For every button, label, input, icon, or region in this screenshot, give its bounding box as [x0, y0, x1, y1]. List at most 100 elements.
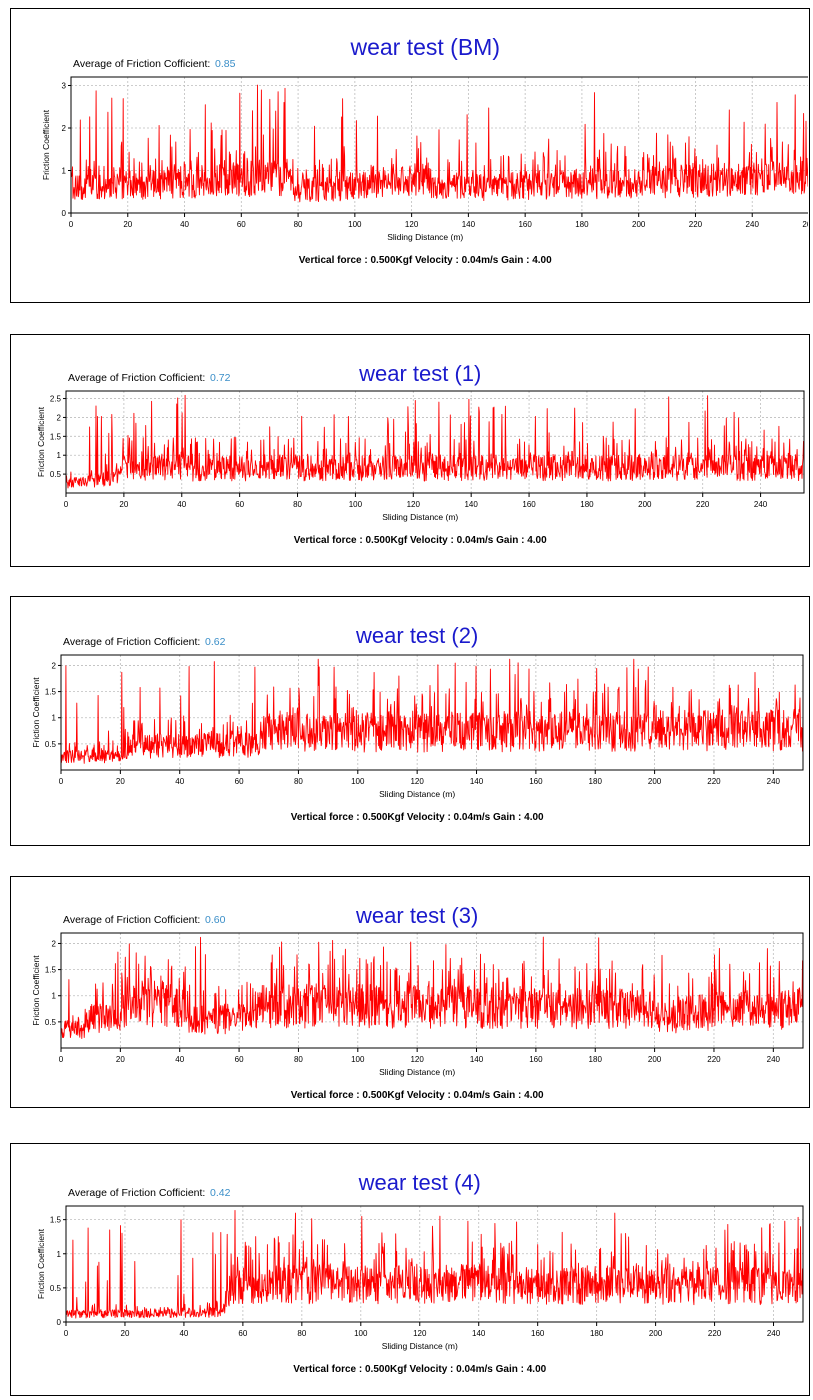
- y-tick-label: 0.5: [50, 470, 62, 479]
- friction-series-line: [60, 936, 804, 1039]
- test-parameters: Vertical force : 0.500Kgf Velocity : 0.0…: [294, 535, 547, 546]
- chart-panel: wear test (BM) Average of Friction Coffic…: [10, 8, 810, 303]
- x-tick-label: 100: [351, 1055, 365, 1064]
- x-tick-label: 140: [470, 777, 484, 786]
- x-tick-label: 160: [529, 777, 543, 786]
- x-tick-label: 240: [767, 1055, 781, 1064]
- test-parameters: Vertical force : 0.500Kgf Velocity : 0.0…: [291, 812, 544, 823]
- x-tick-label: 0: [59, 777, 64, 786]
- friction-series-line: [60, 658, 804, 764]
- x-tick-label: 160: [531, 1329, 545, 1338]
- x-tick-label: 240: [767, 1329, 781, 1338]
- x-tick-label: 20: [123, 220, 132, 229]
- y-axis-label: Friction Coefficient: [31, 677, 41, 748]
- friction-chart: wear test (2) Average of Friction Coffici…: [31, 623, 804, 823]
- x-axis-label: Sliding Distance (m): [387, 232, 463, 242]
- chart-title: wear test (4): [358, 1170, 481, 1195]
- x-tick-label: 140: [470, 1055, 484, 1064]
- x-tick-label: 140: [462, 220, 476, 229]
- chart-title: wear test (1): [358, 361, 481, 386]
- x-tick-label: 40: [175, 1055, 184, 1064]
- x-tick-label: 100: [349, 500, 363, 509]
- x-tick-label: 180: [580, 500, 594, 509]
- friction-chart: wear test (4) Average of Friction Coffici…: [36, 1170, 804, 1375]
- chart-title: wear test (BM): [349, 34, 500, 60]
- plot-frame: [60, 654, 804, 771]
- x-tick-label: 140: [472, 1329, 486, 1338]
- average-value: 0.60: [205, 914, 226, 926]
- test-parameters: Vertical force : 0.500Kgf Velocity : 0.0…: [299, 255, 552, 266]
- x-tick-label: 220: [707, 1055, 721, 1064]
- x-tick-label: 140: [464, 500, 478, 509]
- x-axis-label: Sliding Distance (m): [382, 1341, 458, 1351]
- x-tick-label: 240: [754, 500, 768, 509]
- y-tick-label: 2: [57, 413, 62, 422]
- average-value: 0.72: [210, 372, 231, 384]
- x-tick-label: 80: [294, 777, 303, 786]
- x-tick-label: 100: [354, 1329, 368, 1338]
- y-tick-label: 2.5: [50, 395, 62, 404]
- friction-chart: wear test (BM) Average of Friction Coffic…: [41, 34, 808, 266]
- x-tick-label: 200: [648, 1055, 662, 1064]
- y-tick-label: 2: [52, 661, 57, 670]
- x-tick-label: 100: [348, 220, 362, 229]
- x-tick-label: 20: [121, 1329, 130, 1338]
- x-tick-label: 200: [648, 777, 662, 786]
- x-tick-label: 20: [116, 777, 125, 786]
- x-tick-label: 100: [351, 777, 365, 786]
- x-tick-label: 0: [64, 1329, 69, 1338]
- x-tick-label: 60: [237, 220, 246, 229]
- x-tick-label: 40: [177, 500, 186, 509]
- x-tick-label: 80: [294, 220, 303, 229]
- test-parameters: Vertical force : 0.500Kgf Velocity : 0.0…: [291, 1090, 544, 1101]
- plot-frame: [60, 932, 804, 1049]
- x-tick-label: 40: [175, 777, 184, 786]
- x-tick-label: 120: [413, 1329, 427, 1338]
- x-axis-label: Sliding Distance (m): [379, 789, 455, 799]
- y-axis-label: Friction Coefficient: [36, 1228, 46, 1299]
- y-tick-label: 3: [62, 82, 67, 91]
- chart-panel: wear test (4) Average of Friction Coffici…: [10, 1143, 810, 1396]
- test-parameters: Vertical force : 0.500Kgf Velocity : 0.0…: [293, 1364, 546, 1375]
- average-label: Average of Friction Cofficient:: [63, 914, 200, 926]
- x-tick-label: 200: [649, 1329, 663, 1338]
- plot-frame: [65, 1205, 804, 1323]
- chart-title: wear test (2): [355, 623, 478, 648]
- x-tick-label: 60: [238, 1329, 247, 1338]
- plot-frame: [65, 390, 805, 494]
- average-label: Average of Friction Cofficient:: [63, 636, 200, 648]
- y-axis-label: Friction Coefficient: [36, 406, 46, 477]
- x-tick-label: 120: [410, 1055, 424, 1064]
- average-label: Average of Friction Cofficient:: [73, 58, 210, 70]
- y-axis-label: Friction Coefficient: [41, 109, 51, 180]
- x-tick-label: 120: [405, 220, 419, 229]
- x-tick-label: 180: [575, 220, 589, 229]
- y-tick-label: 1.5: [45, 688, 57, 697]
- y-tick-label: 0: [57, 1318, 62, 1327]
- x-tick-label: 60: [235, 1055, 244, 1064]
- average-value: 0.42: [210, 1187, 231, 1199]
- average-label: Average of Friction Cofficient:: [68, 372, 205, 384]
- x-tick-label: 20: [119, 500, 128, 509]
- y-tick-label: 1: [57, 1250, 62, 1259]
- x-tick-label: 180: [590, 1329, 604, 1338]
- x-tick-label: 180: [589, 777, 603, 786]
- y-tick-label: 2: [52, 939, 57, 948]
- y-tick-label: 1.5: [45, 966, 57, 975]
- average-value: 0.62: [205, 636, 226, 648]
- y-tick-label: 1: [62, 167, 67, 176]
- y-tick-label: 0.5: [50, 1284, 62, 1293]
- x-tick-label: 160: [522, 500, 536, 509]
- chart-panel: wear test (1) Average of Friction Coffici…: [10, 334, 810, 567]
- y-tick-label: 0.5: [45, 1018, 57, 1027]
- y-axis-label: Friction Coefficient: [31, 955, 41, 1026]
- x-tick-label: 40: [179, 1329, 188, 1338]
- x-tick-label: 160: [518, 220, 532, 229]
- plot-frame: [70, 76, 808, 214]
- x-tick-label: 80: [293, 500, 302, 509]
- chart-title: wear test (3): [355, 903, 478, 928]
- x-tick-label: 240: [767, 777, 781, 786]
- y-tick-label: 0.5: [45, 740, 57, 749]
- x-tick-label: 0: [64, 500, 69, 509]
- x-tick-label: 80: [297, 1329, 306, 1338]
